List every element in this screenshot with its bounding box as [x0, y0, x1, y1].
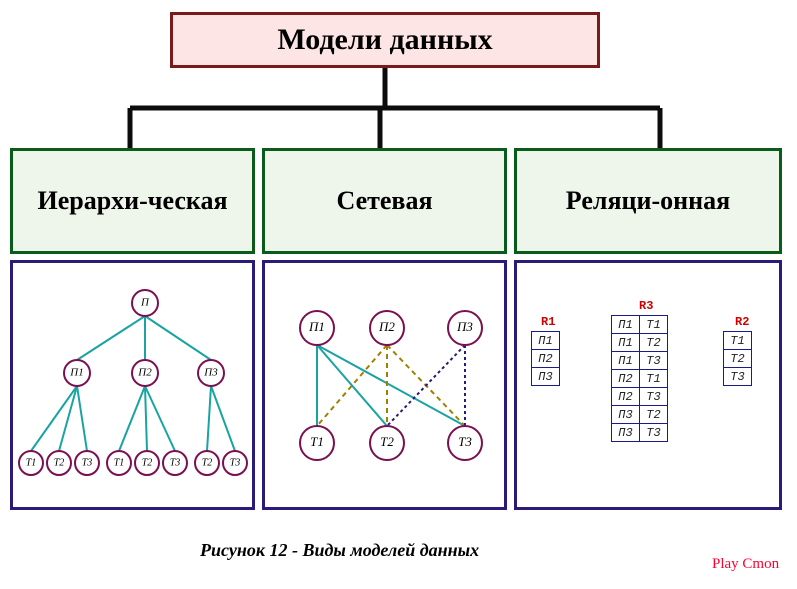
- figure-caption-text: Рисунок 12 - Виды моделей данных: [200, 540, 479, 560]
- relation-cell: П3: [532, 368, 560, 386]
- svg-text:Т2: Т2: [142, 457, 153, 468]
- relation-cell: Т1: [724, 332, 752, 350]
- relation-label-R3: R3: [639, 299, 653, 313]
- column-title-line: Иерархи-: [37, 186, 147, 216]
- column-title-line: онная: [660, 186, 730, 216]
- relation-cell: Т1: [640, 316, 668, 334]
- relation-cell: П1: [612, 352, 640, 370]
- svg-text:Т1: Т1: [114, 457, 125, 468]
- column-title-line: ческая: [148, 186, 228, 216]
- relation-table-R3: П1Т1П1Т2П1Т3П2Т1П2Т3П3Т2П3Т3: [611, 315, 668, 442]
- relation-cell: П2: [532, 350, 560, 368]
- column-title-0: Иерархи-ческая: [10, 148, 255, 254]
- svg-text:Т3: Т3: [170, 457, 181, 468]
- column-diagram-1: П1 П2 П3 Т1 Т2 Т3: [265, 263, 510, 513]
- relation-table-R1: П1П2П3: [531, 331, 560, 386]
- svg-text:П: П: [140, 297, 150, 309]
- relation-label-R2: R2: [735, 315, 749, 329]
- svg-text:Т1: Т1: [310, 434, 324, 449]
- svg-text:Т2: Т2: [202, 457, 213, 468]
- svg-text:П2: П2: [378, 319, 395, 334]
- relation-cell: П3: [612, 406, 640, 424]
- relation-cell: Т2: [640, 406, 668, 424]
- svg-text:П3: П3: [456, 319, 473, 334]
- relation-cell: П2: [612, 370, 640, 388]
- column-title-1: Сетевая: [262, 148, 507, 254]
- svg-text:Т2: Т2: [380, 434, 394, 449]
- svg-text:Т1: Т1: [26, 457, 37, 468]
- relation-cell: Т3: [640, 424, 668, 442]
- relation-cell: П3: [612, 424, 640, 442]
- column-title-line: Сетевая: [336, 186, 432, 216]
- svg-text:Т2: Т2: [54, 457, 65, 468]
- watermark: Play Cmon: [712, 556, 779, 573]
- relation-cell: Т3: [640, 352, 668, 370]
- svg-text:П2: П2: [137, 367, 152, 379]
- relation-cell: Т2: [724, 350, 752, 368]
- relation-cell: Т2: [640, 334, 668, 352]
- svg-text:П3: П3: [203, 367, 218, 379]
- svg-text:Т3: Т3: [82, 457, 93, 468]
- relation-cell: Т3: [640, 388, 668, 406]
- column-title-line: Реляци-: [566, 186, 660, 216]
- relation-label-R1: R1: [541, 315, 555, 329]
- relation-cell: Т3: [724, 368, 752, 386]
- svg-text:Т3: Т3: [230, 457, 241, 468]
- column-diagram-0: П П1 П2 П3 Т1 Т2 Т3 Т1 Т2 Т3 Т2 Т3: [13, 263, 258, 513]
- svg-text:П1: П1: [69, 367, 83, 379]
- relation-cell: П1: [612, 316, 640, 334]
- relation-cell: П1: [532, 332, 560, 350]
- relation-table-R2: Т1Т2Т3: [723, 331, 752, 386]
- column-body-1: П1 П2 П3 Т1 Т2 Т3: [262, 260, 507, 510]
- relation-cell: П2: [612, 388, 640, 406]
- svg-text:Т3: Т3: [458, 434, 472, 449]
- relation-cell: П1: [612, 334, 640, 352]
- relation-cell: Т1: [640, 370, 668, 388]
- column-title-2: Реляци-онная: [514, 148, 782, 254]
- column-body-0: П П1 П2 П3 Т1 Т2 Т3 Т1 Т2 Т3 Т2 Т3: [10, 260, 255, 510]
- figure-caption: Рисунок 12 - Виды моделей данных: [200, 540, 479, 561]
- watermark-text: Play Cmon: [712, 556, 779, 572]
- column-body-2: R1П1П2П3R3П1Т1П1Т2П1Т3П2Т1П2Т3П3Т2П3Т3R2…: [514, 260, 782, 510]
- svg-text:П1: П1: [308, 319, 325, 334]
